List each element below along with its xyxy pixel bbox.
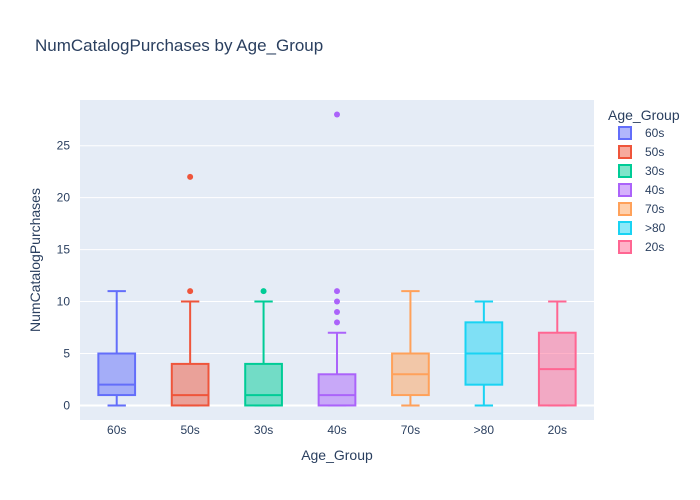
box-70s [391, 290, 430, 407]
y-tick-label: 25 [57, 139, 71, 153]
legend-item-40s[interactable]: 40s [618, 183, 664, 197]
outlier-point [334, 288, 340, 295]
x-tick-label: 60s [107, 423, 126, 437]
x-tick-label: 70s [401, 423, 420, 437]
x-tick-label: 40s [327, 423, 346, 437]
x-tick-label: 30s [254, 423, 273, 437]
box-30s [244, 288, 283, 407]
y-axis-title: NumCatalogPurchases [27, 188, 43, 332]
iqr-box [244, 362, 283, 407]
legend-swatch [618, 221, 632, 235]
legend-label: 70s [645, 202, 664, 216]
y-tick-label: 10 [57, 295, 71, 309]
outlier-point [334, 111, 340, 118]
y-axis-ticks: 0 5 10 15 20 25 [57, 139, 71, 413]
legend-swatch [618, 202, 632, 216]
legend-swatch [618, 183, 632, 197]
box->80 [464, 300, 504, 407]
x-tick-label: >80 [474, 423, 495, 437]
outlier-point [187, 288, 194, 295]
y-tick-label: 20 [57, 191, 71, 205]
box-50s [170, 173, 210, 407]
legend-label: 50s [645, 145, 664, 159]
iqr-box [170, 362, 210, 407]
legend-swatch [618, 126, 632, 140]
legend-item-20s[interactable]: 20s [618, 240, 664, 254]
legend-item-30s[interactable]: 30s [618, 164, 664, 178]
x-tick-label: 20s [548, 423, 567, 437]
legend-swatch [618, 164, 632, 178]
y-tick-label: 5 [63, 347, 70, 361]
box-40s [317, 111, 357, 407]
x-axis-title: Age_Group [301, 447, 373, 463]
legend-title: Age_Group [608, 107, 680, 123]
y-tick-label: 15 [57, 243, 71, 257]
box-60s [97, 290, 137, 407]
legend-swatch [618, 240, 632, 254]
outlier-point [187, 173, 194, 180]
x-axis-ticks: 60s 50s 30s 40s 70s >80 20s [107, 423, 567, 437]
outlier-point [334, 298, 340, 305]
outlier-point [334, 308, 340, 315]
chart-title: NumCatalogPurchases by Age_Group [35, 36, 323, 55]
outlier-point [334, 319, 340, 326]
box-20s [537, 300, 577, 407]
legend-label: 30s [645, 164, 664, 178]
legend-label: 60s [645, 126, 664, 140]
iqr-box [97, 352, 137, 397]
y-tick-label: 0 [63, 398, 70, 412]
legend-swatch [618, 145, 632, 159]
legend-item-50s[interactable]: 50s [618, 145, 664, 159]
legend: Age_Group 60s 50s 30s 40s 70s >80 20s [608, 107, 680, 254]
legend-label: >80 [645, 221, 666, 235]
iqr-box [317, 373, 357, 407]
boxes [97, 111, 577, 407]
legend-item->80[interactable]: >80 [618, 221, 666, 235]
legend-label: 20s [645, 240, 664, 254]
x-tick-label: 50s [180, 423, 199, 437]
legend-item-70s[interactable]: 70s [618, 202, 664, 216]
legend-item-60s[interactable]: 60s [618, 126, 664, 140]
outlier-point [260, 288, 267, 295]
legend-label: 40s [645, 183, 664, 197]
